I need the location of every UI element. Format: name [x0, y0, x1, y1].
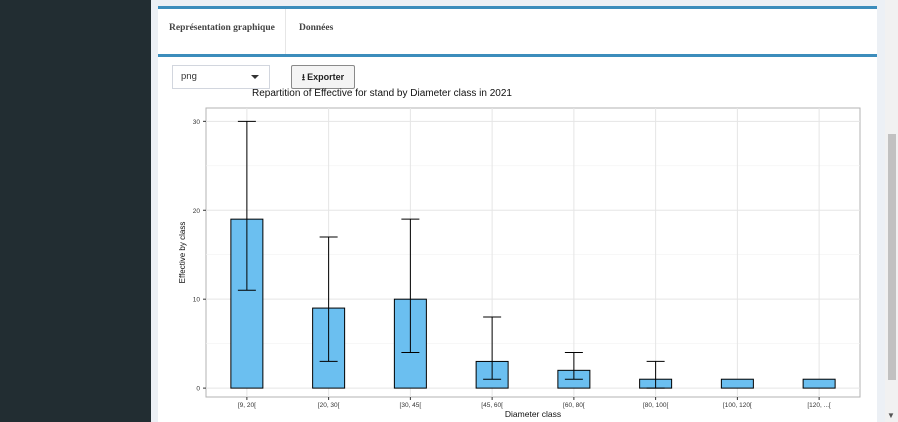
format-select-value: png — [181, 71, 197, 82]
chart-title: Repartition of Effective for stand by Di… — [252, 88, 512, 99]
download-icon: ⭳ — [301, 72, 306, 82]
y-tick-label: 10 — [193, 297, 201, 304]
export-button-label: Exporter — [307, 72, 345, 82]
tab-graphique[interactable]: Représentation graphique — [158, 9, 286, 54]
scrollbar-thumb[interactable] — [888, 134, 896, 380]
plot-area — [205, 107, 861, 398]
tab-bar: Représentation graphique Données — [158, 9, 877, 57]
scrollbar[interactable]: ▼ — [885, 0, 898, 422]
y-axis-label: Effective by class — [178, 222, 187, 284]
x-axis-label: Diameter class — [505, 409, 561, 419]
sidebar — [0, 0, 151, 422]
export-button[interactable]: ⭳ Exporter — [291, 65, 355, 89]
bar — [802, 378, 836, 389]
x-tick-label: [60, 80[ — [563, 402, 585, 409]
y-tick-label: 30 — [193, 119, 201, 126]
x-tick-label: [9, 20[ — [238, 402, 256, 409]
x-tick-label: [45, 60[ — [481, 402, 503, 409]
tab-donnees[interactable]: Données — [299, 23, 334, 33]
x-tick-label: [120, ...[ — [807, 402, 831, 409]
y-tick-label: 20 — [193, 208, 201, 215]
y-tick-label: 0 — [196, 386, 200, 393]
x-tick-label: [20, 30[ — [318, 402, 340, 409]
bar — [720, 378, 754, 389]
x-tick-label: [80, 100[ — [643, 402, 668, 409]
format-select[interactable]: png — [172, 65, 270, 89]
scroll-down-icon[interactable]: ▼ — [887, 411, 895, 420]
chevron-down-icon — [251, 75, 259, 79]
x-tick-label: [30, 45[ — [400, 402, 422, 409]
x-tick-label: [100, 120[ — [723, 402, 752, 409]
